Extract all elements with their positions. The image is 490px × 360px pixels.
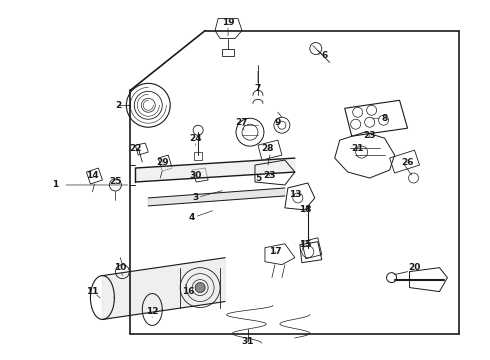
Text: 23: 23 [364,131,376,140]
Text: 21: 21 [351,144,364,153]
Text: 30: 30 [189,171,201,180]
Polygon shape [135,158,295,182]
Circle shape [195,283,205,293]
Text: 7: 7 [255,84,261,93]
Text: 22: 22 [129,144,142,153]
Text: 9: 9 [275,118,281,127]
Text: 2: 2 [115,101,122,110]
Text: 27: 27 [236,118,248,127]
Text: 20: 20 [408,263,421,272]
Polygon shape [148,188,285,206]
Text: 18: 18 [298,206,311,215]
Text: 11: 11 [86,287,98,296]
Text: 28: 28 [262,144,274,153]
Text: 17: 17 [269,247,281,256]
Text: 31: 31 [242,337,254,346]
Text: 6: 6 [321,51,328,60]
Text: 25: 25 [109,177,122,186]
Text: 4: 4 [189,213,196,222]
Text: 1: 1 [52,180,59,189]
Text: 10: 10 [114,263,126,272]
Text: 19: 19 [222,18,234,27]
Text: 5: 5 [255,174,261,183]
Text: 16: 16 [182,287,195,296]
Text: 23: 23 [264,171,276,180]
Text: 12: 12 [146,307,158,316]
Text: 29: 29 [156,158,169,167]
Text: 3: 3 [192,193,198,202]
Text: 26: 26 [401,158,414,167]
Polygon shape [102,258,225,319]
Text: 13: 13 [289,190,301,199]
Text: 14: 14 [86,171,99,180]
Text: 15: 15 [298,240,311,249]
Text: 24: 24 [189,134,201,143]
Text: 8: 8 [382,114,388,123]
